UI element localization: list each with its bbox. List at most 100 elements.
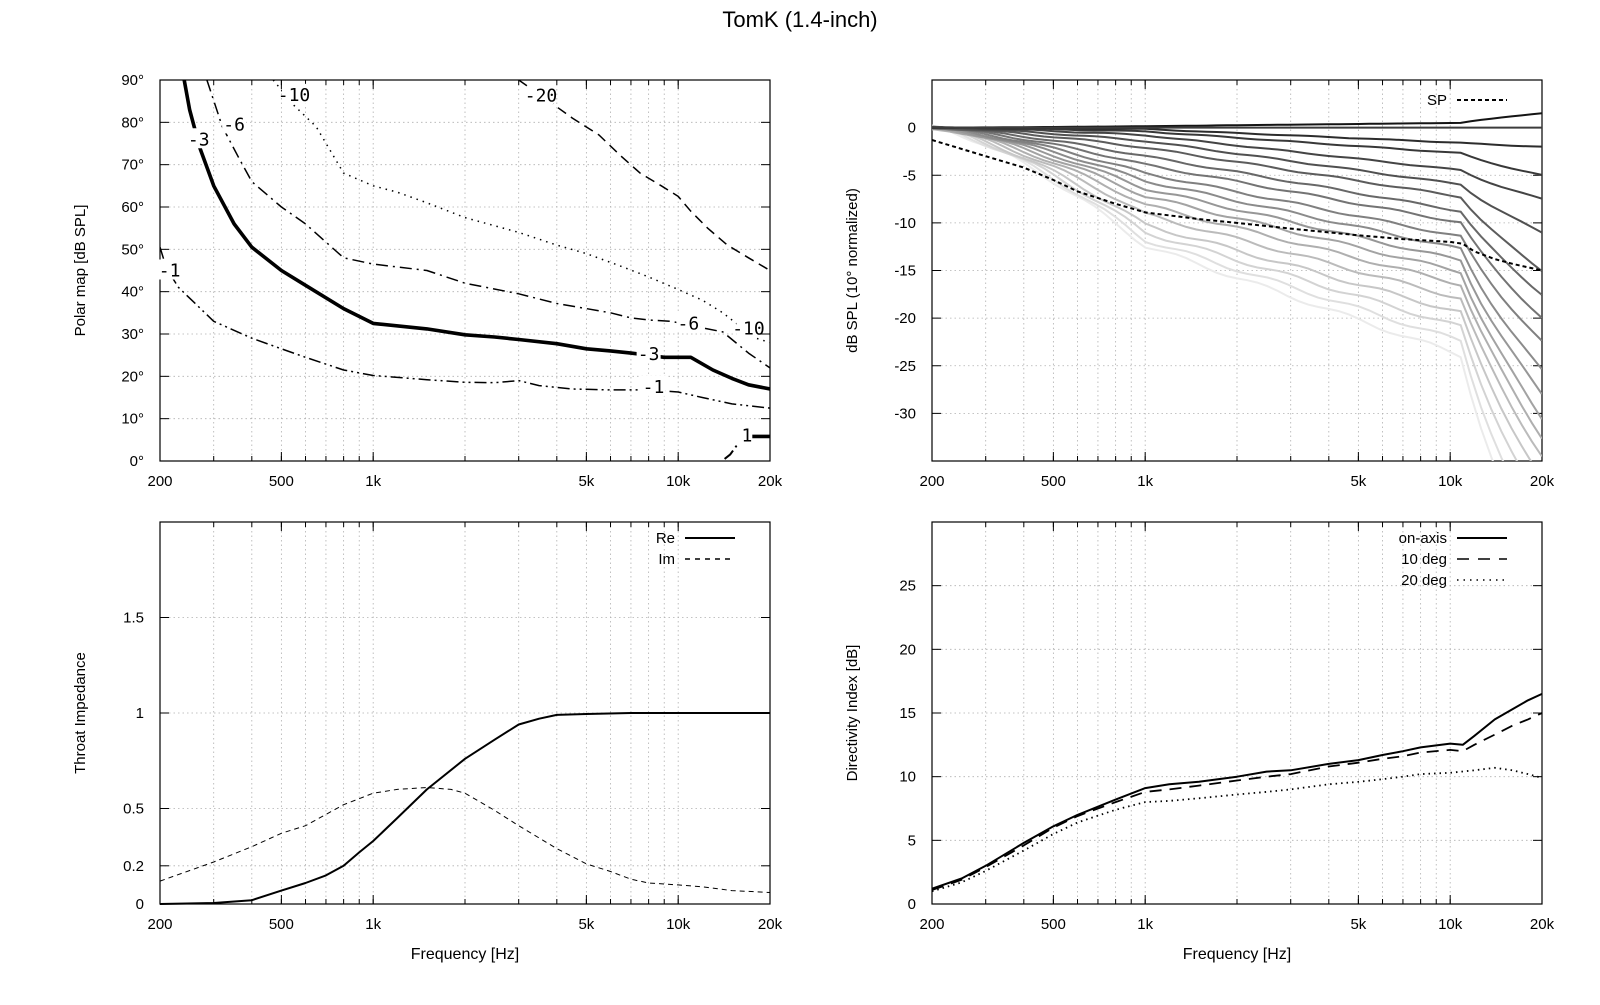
contour-line-1 xyxy=(723,434,750,460)
normalized-x-tick-label: 10k xyxy=(1438,473,1463,490)
directivity-x-tick-label: 5k xyxy=(1350,916,1366,933)
impedance-x-tick-label: 5k xyxy=(578,916,594,933)
legend-label-re: Re xyxy=(656,530,675,547)
directivity-y-tick-label: 5 xyxy=(908,832,916,849)
contour-label: -3 xyxy=(638,344,660,365)
contour-label-bg xyxy=(734,424,759,445)
directivity-line-on-axis xyxy=(931,692,1543,890)
off-axis-curve-60deg xyxy=(932,126,1542,272)
contour-label-bg xyxy=(529,84,554,105)
directivity-chart: 200 500 1k 5k 10k 20k 0 5 10 15 20 25 Directivity In… xyxy=(844,521,1555,963)
off-axis-curve-100deg xyxy=(932,126,1542,371)
directivity-line-20-deg xyxy=(931,766,1543,893)
polar-chart: 200 500 1k 5k 10k 20k 0° 10° 20° 30° 40° 50° 60° 70° 8… xyxy=(72,72,783,490)
figure-title: TomK (1.4-inch) xyxy=(722,7,877,32)
normalized-chart: 200 500 1k 5k 10k 20k 0 -5 -10 -15 -20 -25 -30 dB SPL… xyxy=(844,79,1555,490)
contour-label-bg xyxy=(736,317,761,338)
off-axis-curve-160deg xyxy=(932,127,1519,461)
directivity-y-tick-label: 10 xyxy=(899,769,916,786)
off-axis-curve-80deg xyxy=(932,127,1542,319)
impedance-x-tick-label: 200 xyxy=(147,916,172,933)
contour-label: -20 xyxy=(525,86,558,107)
normalized-y-tick-label: -20 xyxy=(894,310,916,327)
off-axis-curve-180deg xyxy=(932,124,1494,461)
directivity-x-tick-label: 200 xyxy=(919,916,944,933)
impedance-x-tick-label: 1k xyxy=(365,916,381,933)
off-axis-curve-150deg xyxy=(932,128,1532,461)
normalized-x-tick-label: 1k xyxy=(1137,473,1153,490)
directivity-x-axis-label: Frequency [Hz] xyxy=(1183,946,1291,963)
impedance-line-im xyxy=(159,787,771,893)
polar-y-tick-label: 0° xyxy=(130,453,144,470)
polar-x-tick-label: 20k xyxy=(758,473,783,490)
impedance-y-tick-label: 0 xyxy=(136,896,144,913)
normalized-y-tick-label: -15 xyxy=(894,263,916,280)
normalized-y-tick-label: -10 xyxy=(894,215,916,232)
impedance-y-tick-label: 0.5 xyxy=(123,801,144,818)
legend-label-im: Im xyxy=(658,551,675,568)
impedance-x-tick-label: 500 xyxy=(269,916,294,933)
normalized-x-tick-label: 200 xyxy=(919,473,944,490)
legend-label-on-axis: on-axis xyxy=(1399,530,1447,547)
contour-label-bg xyxy=(157,259,182,280)
polar-x-tick-label: 1k xyxy=(365,473,381,490)
off-axis-curve-70deg xyxy=(932,126,1542,296)
contour-label-bg xyxy=(636,342,661,363)
contour-label-bg xyxy=(641,375,666,396)
contour-label: -6 xyxy=(678,313,700,334)
legend-label-sp: SP xyxy=(1427,92,1447,109)
normalized-y-tick-label: -30 xyxy=(894,405,916,422)
impedance-y-tick-label: 0.2 xyxy=(123,858,144,875)
contour-label: 1 xyxy=(741,426,752,447)
off-axis-curve-140deg xyxy=(932,128,1542,458)
contour-label: -10 xyxy=(732,318,765,339)
normalized-x-tick-label: 20k xyxy=(1530,473,1555,490)
contour-label: -1 xyxy=(643,377,665,398)
legend-label-10-deg: 10 deg xyxy=(1401,551,1447,568)
contour-line--20 xyxy=(518,80,770,272)
directivity-y-tick-label: 25 xyxy=(899,578,916,595)
contour-label-bg xyxy=(281,83,306,104)
contour-line--10 xyxy=(272,80,770,344)
normalized-y-axis-label: dB SPL (10° normalized) xyxy=(844,188,861,353)
polar-y-tick-label: 90° xyxy=(121,72,144,89)
polar-y-tick-label: 40° xyxy=(121,284,144,301)
directivity-line-10-deg xyxy=(931,712,1543,891)
legend-label-20-deg: 20 deg xyxy=(1401,572,1447,589)
polar-y-tick-label: 50° xyxy=(121,241,144,258)
impedance-x-axis-label: Frequency [Hz] xyxy=(411,946,519,963)
polar-y-tick-label: 60° xyxy=(121,199,144,216)
directivity-x-tick-label: 500 xyxy=(1041,916,1066,933)
impedance-x-tick-label: 20k xyxy=(758,916,783,933)
directivity-x-tick-label: 20k xyxy=(1530,916,1555,933)
normalized-x-tick-label: 5k xyxy=(1350,473,1366,490)
contour-line--3 xyxy=(182,80,770,391)
contour-label: -3 xyxy=(188,129,210,150)
polar-x-tick-label: 5k xyxy=(578,473,594,490)
directivity-x-tick-label: 1k xyxy=(1137,916,1153,933)
polar-x-tick-label: 500 xyxy=(269,473,294,490)
polar-y-tick-label: 80° xyxy=(121,114,144,131)
off-axis-curve-90deg xyxy=(932,127,1542,342)
impedance-y-axis-label: Throat Impedance xyxy=(72,652,89,774)
contour-label: -1 xyxy=(159,261,181,282)
polar-y-tick-label: 70° xyxy=(121,157,144,174)
normalized-x-tick-label: 500 xyxy=(1041,473,1066,490)
directivity-x-tick-label: 10k xyxy=(1438,916,1463,933)
directivity-y-tick-label: 15 xyxy=(899,705,916,722)
off-axis-curve-110deg xyxy=(932,125,1542,395)
contour-line--1 xyxy=(160,246,770,409)
normalized-y-tick-label: -5 xyxy=(903,167,916,184)
polar-y-axis-label: Polar map [dB SPL] xyxy=(72,205,89,337)
polar-x-tick-label: 200 xyxy=(147,473,172,490)
contour-label-bg xyxy=(676,312,701,333)
off-axis-curve-50deg xyxy=(932,126,1542,234)
polar-y-tick-label: 20° xyxy=(121,368,144,385)
directivity-grid xyxy=(932,522,1542,904)
polar-y-tick-label: 10° xyxy=(121,411,144,428)
off-axis-curve-170deg xyxy=(932,125,1505,461)
polar-grid xyxy=(160,80,770,461)
sound-power-line xyxy=(932,139,1542,272)
impedance-chart: 200 500 1k 5k 10k 20k 0 0.2 0.5 1 1.5 Throat Impeda… xyxy=(72,521,783,963)
